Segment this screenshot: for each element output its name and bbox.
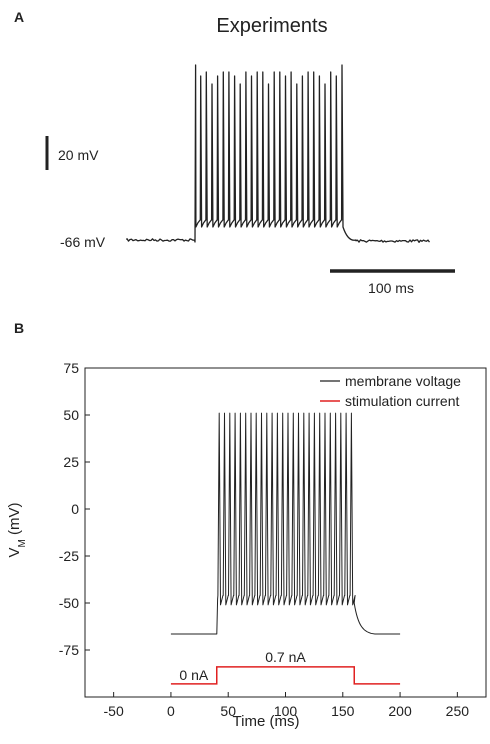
x-tick-label: 250 xyxy=(446,703,470,719)
panel-a: A Experiments 20 mV -66 mV 100 ms xyxy=(14,9,455,296)
voltage-scale-label: 20 mV xyxy=(58,147,99,163)
panel-a-title: Experiments xyxy=(216,15,327,37)
time-scale-label: 100 ms xyxy=(368,280,414,296)
x-tick-label: 200 xyxy=(388,703,412,719)
stimulation-current-line xyxy=(170,666,401,685)
legend-label-membrane-voltage: membrane voltage xyxy=(345,373,461,389)
panel-a-letter: A xyxy=(14,9,24,25)
y-tick-label: 50 xyxy=(63,407,79,423)
x-tick-label: -50 xyxy=(104,703,124,719)
stim-pulse-label: 0.7 nA xyxy=(265,649,306,665)
x-tick-label: 50 xyxy=(220,703,236,719)
x-axis-label: Time (ms) xyxy=(233,713,300,730)
resting-potential-label: -66 mV xyxy=(60,234,106,250)
experimental-voltage-trace xyxy=(126,64,431,243)
x-tick-label: 100 xyxy=(274,703,298,719)
y-tick-label: 25 xyxy=(63,454,79,470)
y-axis-ticks: 75 50 25 0 -25 -50 -75 xyxy=(59,360,90,658)
y-tick-label: -75 xyxy=(59,642,79,658)
legend: membrane voltage stimulation current xyxy=(320,373,461,409)
y-tick-label: -50 xyxy=(59,595,79,611)
y-axis-label-sub: M xyxy=(17,539,28,547)
membrane-voltage-line xyxy=(170,412,401,635)
plot-frame xyxy=(84,367,487,698)
y-tick-label: 0 xyxy=(71,501,79,517)
legend-label-stimulation-current: stimulation current xyxy=(345,393,459,409)
x-axis-ticks: -50 0 50 100 150 200 250 xyxy=(104,692,470,719)
y-tick-label: -25 xyxy=(59,548,79,564)
x-tick-label: 0 xyxy=(167,703,175,719)
stim-baseline-label: 0 nA xyxy=(179,667,208,683)
y-axis-label-unit: (mV) xyxy=(6,502,23,539)
y-axis-label: VM (mV) xyxy=(6,502,28,557)
y-axis-label-main: V xyxy=(6,548,23,558)
panel-b-letter: B xyxy=(14,320,24,336)
y-tick-label: 75 xyxy=(63,360,79,376)
x-tick-label: 150 xyxy=(331,703,355,719)
